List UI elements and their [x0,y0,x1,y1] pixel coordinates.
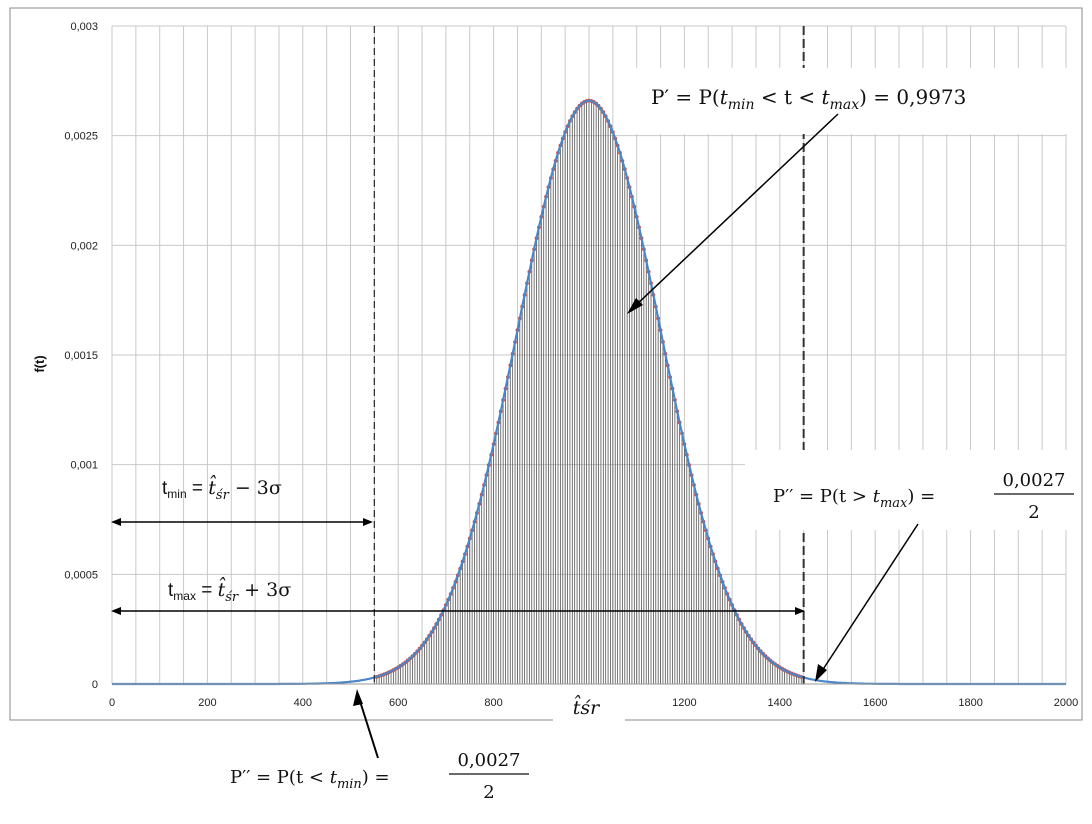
tmax-definition: tmax = t̂śr + 3σ [168,576,291,605]
annotation-p-left-numerator: 0,0027 [458,750,521,771]
annotation-p-left: P′′ = P(t < tmin) = [230,767,390,792]
annotation-p-right-denominator: 2 [1028,502,1039,523]
x-tick-label: 1200 [672,697,696,709]
y-tick-label: 0,003 [70,21,98,33]
x-tick-label: 1800 [958,697,982,709]
y-axis-label: f(t) [32,355,47,372]
annotation-p-right: P′′ = P(t > tmax) = [773,486,935,511]
x-tick-label: 400 [294,697,312,709]
x-tick-label: 0 [109,697,115,709]
mean-label-bg [553,690,625,734]
y-tick-label: 0 [92,679,98,691]
arrow-to-right-tail [815,523,919,682]
annotation-p-right-numerator: 0,0027 [1003,470,1066,491]
y-tick-label: 0,002 [70,240,98,252]
annotation-right-bg [745,450,1075,530]
arrow-to-center-area [627,113,839,314]
tmax-range-arrow [111,607,805,615]
x-tick-label: 600 [389,697,407,709]
y-tick-label: 0,0005 [64,569,98,581]
x-tick-label: 200 [198,697,216,709]
tmin-range-arrow [111,518,373,526]
x-tick-label: 1400 [768,697,792,709]
annotation-p-center: P′ = P(tmin < t < tmax) = 0,9973 [651,85,966,113]
mean-x-label: t̂śr [573,694,601,719]
tmin-definition: tmin = t̂śr − 3σ [162,474,282,503]
y-tick-label: 0,001 [70,460,98,472]
x-tick-label: 800 [484,697,502,709]
y-tick-label: 0,0025 [64,131,98,143]
arrow-to-left-tail [353,689,379,759]
x-tick-label: 1600 [863,697,887,709]
axes [112,26,1066,685]
x-tick-label: 2000 [1054,697,1078,709]
annotation-center-bg [630,68,1070,134]
tick-labels: 0 200 400 600 800 1200 1400 1600 1800 2000 0 0,0005… [64,21,1078,709]
annotation-p-left-denominator: 2 [483,782,494,803]
y-tick-label: 0,0015 [64,350,98,362]
